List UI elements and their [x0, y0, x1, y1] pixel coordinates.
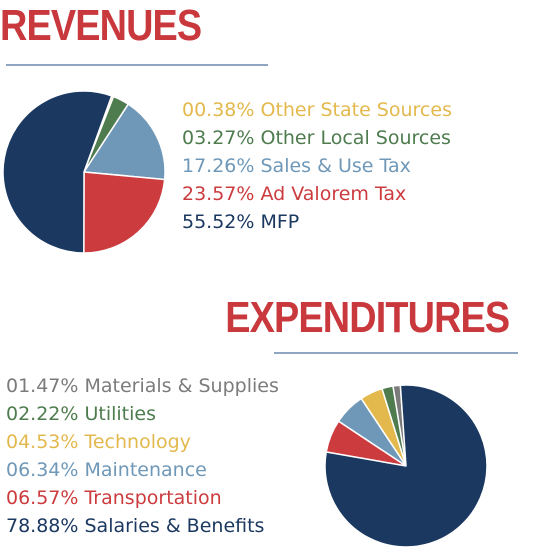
legend-item-maintenance: 06.34% Maintenance — [6, 459, 207, 481]
expenditures-heading: EXPENDITURES — [224, 293, 510, 342]
expenditures-pie-chart — [324, 384, 488, 548]
legend-item-technology: 04.53% Technology — [6, 431, 191, 453]
revenues-divider — [6, 64, 268, 66]
legend-item-transportation: 06.57% Transportation — [6, 487, 222, 509]
pie-slice-mfp — [2, 90, 113, 254]
legend-item-materials-and-supplies: 01.47% Materials & Supplies — [6, 375, 279, 397]
legend-item-sales-and-use-tax: 17.26% Sales & Use Tax — [182, 155, 411, 177]
expenditures-divider — [274, 352, 518, 354]
expenditures-legend: 01.47% Materials & Supplies 02.22% Utilit… — [6, 372, 279, 540]
pie-slice-salaries-and-benefits — [324, 384, 488, 548]
revenues-legend: 00.38% Other State Sources 03.27% Other L… — [182, 96, 452, 236]
legend-item-salaries-and-benefits: 78.88% Salaries & Benefits — [6, 515, 265, 537]
legend-item-other-local-sources: 03.27% Other Local Sources — [182, 127, 451, 149]
revenues-pie-chart — [2, 90, 166, 254]
pie-slice-sales-and-use-tax — [83, 103, 166, 181]
legend-item-utilities: 02.22% Utilities — [6, 403, 156, 425]
revenues-heading: REVENUES — [0, 1, 202, 50]
legend-item-mfp: 55.52% MFP — [182, 211, 300, 233]
pie-slice-ad-valorem-tax — [83, 171, 166, 254]
legend-item-ad-valorem-tax: 23.57% Ad Valorem Tax — [182, 183, 407, 205]
legend-item-other-state-sources: 00.38% Other State Sources — [182, 99, 452, 121]
